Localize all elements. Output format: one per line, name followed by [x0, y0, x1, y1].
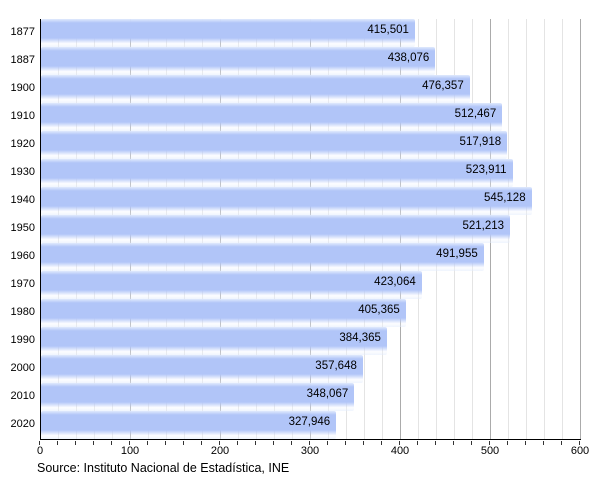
bar-value-label: 545,128 — [484, 191, 526, 204]
bar-row: 521,213 — [41, 215, 581, 243]
bar-row: 438,076 — [41, 47, 581, 75]
bar-row: 476,357 — [41, 75, 581, 103]
bar-1960: 491,955 — [41, 243, 484, 271]
year-label-1990: 1990 — [10, 334, 35, 346]
year-label-1910: 1910 — [10, 110, 35, 122]
x-tick-label-500: 500 — [480, 445, 500, 457]
year-label-1940: 1940 — [10, 194, 35, 206]
x-axis-ticks — [39, 440, 580, 445]
bar-row: 415,501 — [41, 19, 581, 47]
x-tick-label-0: 0 — [36, 445, 44, 457]
year-label-2000: 2000 — [10, 362, 35, 374]
plot-area: 415,501 438,076 476,357 512,467 517,918 523,9… — [40, 19, 581, 440]
bar-value-label: 423,064 — [374, 275, 416, 288]
bar-row: 327,946 — [41, 411, 581, 439]
bar-value-label: 384,365 — [339, 331, 381, 344]
bar-row: 517,918 — [41, 131, 581, 159]
year-label-1950: 1950 — [10, 222, 35, 234]
x-tick-label-400: 400 — [390, 445, 410, 457]
bar-value-label: 517,918 — [459, 135, 502, 148]
bar-row: 491,955 — [41, 243, 581, 271]
bar-1980: 405,365 — [41, 299, 406, 327]
bar-row: 405,365 — [41, 299, 581, 327]
bar-1887: 438,076 — [41, 47, 436, 75]
bar-1930: 523,911 — [41, 159, 513, 187]
year-label-1920: 1920 — [10, 138, 35, 150]
bar-value-label: 512,467 — [454, 107, 497, 120]
bar-1970: 423,064 — [41, 271, 422, 299]
bar-row: 512,467 — [41, 103, 581, 131]
bar-1877: 415,501 — [41, 19, 415, 47]
year-label-1877: 1877 — [10, 26, 35, 38]
year-label-2020: 2020 — [10, 418, 35, 430]
bar-value-label: 415,501 — [367, 23, 409, 36]
year-label-1900: 1900 — [10, 82, 35, 94]
y-axis-labels: 1877 1887 1900 1910 1920 1930 1940 1950 1960 1970… — [0, 19, 35, 439]
x-tick-label-600: 600 — [570, 445, 590, 457]
bar-row: 423,064 — [41, 271, 581, 299]
bar-value-label: 476,357 — [422, 79, 464, 92]
bar-1940: 545,128 — [41, 187, 532, 215]
x-tick-label-100: 100 — [120, 445, 140, 457]
x-axis-tick-labels: 0 100 200 300 400 500 600 — [0, 445, 600, 459]
year-label-2010: 2010 — [10, 390, 35, 402]
bar-2010: 348,067 — [41, 383, 355, 411]
year-label-1960: 1960 — [10, 250, 35, 262]
bar-row: 384,365 — [41, 327, 581, 355]
bar-value-label: 521,213 — [462, 219, 505, 232]
bar-value-label: 523,911 — [465, 163, 507, 176]
x-tick-label-300: 300 — [300, 445, 320, 457]
bar-value-label: 327,946 — [288, 415, 331, 428]
bar-value-label: 348,067 — [306, 387, 349, 400]
bar-value-label: 491,955 — [436, 247, 478, 260]
bar-row: 523,911 — [41, 159, 581, 187]
bar-2000: 357,648 — [41, 355, 363, 383]
year-label-1887: 1887 — [10, 54, 35, 66]
bar-1910: 512,467 — [41, 103, 503, 131]
bar-value-label: 357,648 — [315, 359, 357, 372]
year-label-1970: 1970 — [10, 278, 35, 290]
x-tick-label-200: 200 — [210, 445, 230, 457]
year-label-1930: 1930 — [10, 166, 35, 178]
bar-1950: 521,213 — [41, 215, 511, 243]
bar-value-label: 405,365 — [358, 303, 400, 316]
bar-row: 545,128 — [41, 187, 581, 215]
year-label-1980: 1980 — [10, 306, 35, 318]
bar-1900: 476,357 — [41, 75, 470, 103]
bar-row: 348,067 — [41, 383, 581, 411]
bar-1920: 517,918 — [41, 131, 508, 159]
bar-1990: 384,365 — [41, 327, 387, 355]
bar-row: 357,648 — [41, 355, 581, 383]
source-note: Source: Instituto Nacional de Estadístic… — [37, 461, 290, 475]
bar-value-label: 438,076 — [387, 51, 430, 64]
bar-2020: 327,946 — [41, 411, 337, 439]
